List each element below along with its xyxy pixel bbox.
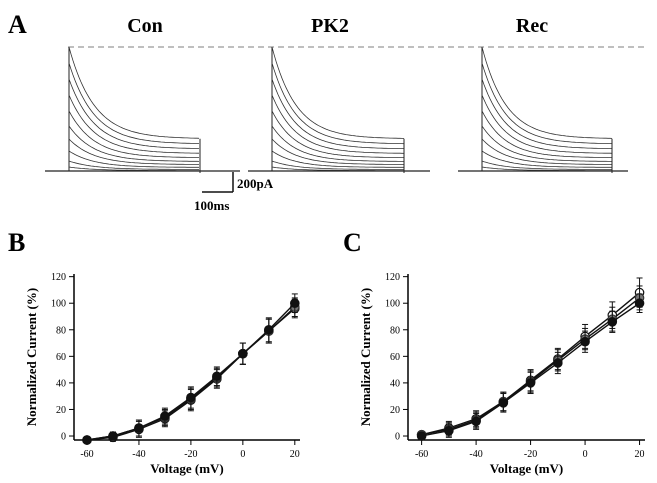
current-trace bbox=[481, 78, 612, 149]
x-tick-label: 0 bbox=[583, 449, 588, 460]
x-axis-label: Voltage (mV) bbox=[150, 461, 224, 476]
x-axis-label: Voltage (mV) bbox=[490, 461, 564, 476]
x-tick-label: 20 bbox=[635, 449, 645, 460]
data-point-filled bbox=[634, 298, 645, 309]
data-point-filled bbox=[134, 423, 144, 433]
x-tick-label: -20 bbox=[184, 449, 197, 460]
x-tick-label: -40 bbox=[132, 449, 145, 460]
y-tick-label: 20 bbox=[390, 405, 400, 416]
chart-panel-b: -60 -40 -20 0 20 0 20 40 60 80 100 120 Voltage (mV) N… bbox=[24, 272, 300, 476]
current-trace bbox=[481, 138, 612, 165]
current-trace bbox=[271, 125, 404, 162]
current-traces-rec bbox=[458, 46, 628, 173]
current-trace bbox=[271, 62, 405, 145]
data-point-filled bbox=[553, 358, 563, 368]
x-tick-label: -60 bbox=[415, 449, 428, 460]
series-line-gray bbox=[421, 297, 641, 436]
y-tick-label: 0 bbox=[395, 432, 400, 443]
current-trace bbox=[481, 46, 613, 139]
y-tick-label: 80 bbox=[390, 325, 400, 336]
panel-c-letter: C bbox=[343, 228, 362, 257]
y-tick-label: 120 bbox=[385, 272, 400, 283]
data-point-filled bbox=[580, 336, 590, 347]
data-point-filled bbox=[212, 371, 222, 382]
x-tick-label: -60 bbox=[80, 449, 93, 460]
data-point-filled bbox=[444, 425, 454, 436]
current-trace bbox=[271, 94, 404, 154]
current-trace bbox=[68, 166, 199, 171]
current-trace bbox=[271, 160, 404, 170]
data-point-filled bbox=[186, 392, 196, 403]
data-point-filled bbox=[108, 431, 118, 441]
data-point-filled bbox=[238, 348, 248, 359]
current-trace bbox=[481, 110, 612, 158]
current-trace bbox=[271, 166, 404, 171]
condition-title-pk2: PK2 bbox=[311, 15, 349, 37]
panel-b-letter: B bbox=[8, 228, 25, 257]
y-tick-label: 0 bbox=[61, 432, 66, 443]
current-trace bbox=[481, 166, 612, 171]
current-trace bbox=[271, 138, 404, 165]
data-point-filled bbox=[290, 298, 300, 309]
data-point-filled bbox=[82, 435, 92, 445]
data-point-filled bbox=[607, 317, 618, 327]
y-tick-label: 60 bbox=[56, 352, 66, 363]
x-tick-label: -40 bbox=[469, 449, 482, 460]
y-tick-label: 60 bbox=[390, 352, 400, 363]
scale-bar-time-label: 100ms bbox=[194, 198, 229, 213]
current-trace bbox=[68, 78, 199, 149]
current-trace bbox=[481, 150, 612, 168]
data-point-filled bbox=[416, 431, 427, 441]
current-trace bbox=[68, 46, 200, 139]
series-line-filled bbox=[86, 302, 296, 441]
data-point-filled bbox=[498, 398, 509, 408]
x-tick-label: 20 bbox=[290, 449, 300, 460]
current-traces-pk2 bbox=[248, 46, 430, 173]
current-trace bbox=[481, 94, 613, 154]
current-trace bbox=[481, 62, 612, 144]
current-trace bbox=[481, 160, 612, 170]
current-trace bbox=[271, 110, 404, 158]
y-tick-label: 120 bbox=[51, 272, 66, 283]
current-trace bbox=[68, 62, 200, 144]
scale-bar: 200pA 100ms bbox=[194, 172, 274, 213]
series-line-open bbox=[86, 307, 296, 441]
current-trace bbox=[271, 150, 404, 168]
current-trace bbox=[68, 150, 199, 168]
y-tick-label: 100 bbox=[385, 299, 400, 310]
y-axis-label: Normalized Current (%) bbox=[24, 288, 39, 426]
current-trace bbox=[68, 138, 200, 165]
current-traces-con bbox=[45, 46, 240, 173]
y-tick-label: 20 bbox=[56, 405, 66, 416]
data-point-filled bbox=[525, 378, 536, 388]
series-line-gray bbox=[86, 306, 296, 441]
panel-a-letter: A bbox=[8, 10, 27, 39]
data-point-filled bbox=[160, 411, 170, 421]
data-point-filled bbox=[471, 416, 481, 427]
y-tick-label: 100 bbox=[51, 299, 66, 310]
y-tick-label: 40 bbox=[390, 378, 400, 389]
condition-title-con: Con bbox=[127, 15, 163, 37]
current-trace bbox=[68, 94, 199, 154]
y-tick-label: 80 bbox=[56, 325, 66, 336]
y-tick-label: 40 bbox=[56, 378, 66, 389]
chart-panel-c: -60 -40 -20 0 20 0 20 40 60 80 100 120 Voltage (mV) N… bbox=[358, 272, 645, 476]
current-trace bbox=[68, 160, 200, 170]
scale-bar-current-label: 200pA bbox=[237, 176, 274, 191]
series-line-open bbox=[421, 292, 641, 436]
current-trace bbox=[68, 125, 200, 162]
y-axis-label: Normalized Current (%) bbox=[358, 288, 373, 426]
current-trace bbox=[68, 110, 199, 158]
data-point-filled bbox=[264, 324, 274, 335]
condition-title-rec: Rec bbox=[516, 15, 548, 37]
current-trace bbox=[271, 46, 404, 139]
x-tick-label: 0 bbox=[240, 449, 245, 460]
x-tick-label: -20 bbox=[524, 449, 537, 460]
current-trace bbox=[271, 78, 404, 149]
current-trace bbox=[481, 125, 612, 162]
